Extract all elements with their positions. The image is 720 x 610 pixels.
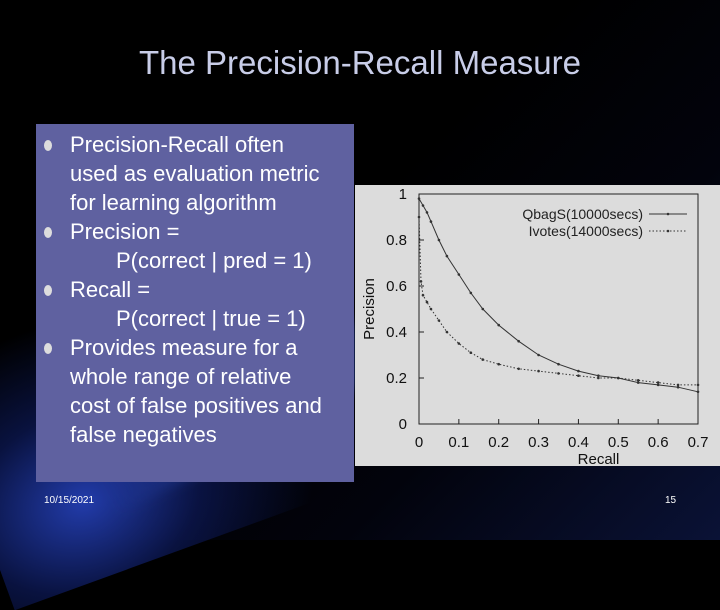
bullet-line: Provides measure for a — [70, 335, 298, 360]
bullet-item: Precision = P(correct | pred = 1) — [36, 217, 354, 275]
series-point — [696, 383, 700, 387]
series-point — [676, 385, 680, 389]
x-tick-label: 0.1 — [448, 434, 469, 451]
y-tick-label: 0.4 — [386, 324, 407, 341]
precision-recall-chart: 0 0.2 0.4 0.6 0.8 1 0 0.1 0.2 0.3 0.4 0.5 0.6 0.7 Reca… — [361, 186, 709, 466]
series-point — [421, 204, 425, 207]
bullet-formula: P(correct | true = 1) — [116, 306, 306, 331]
bullet-line: Precision-Recall often — [70, 132, 284, 157]
series-point — [577, 369, 580, 373]
bullet-line: Precision = — [70, 219, 180, 244]
series-point — [419, 280, 423, 283]
legend-label: Ivotes(14000secs) — [529, 223, 643, 239]
bullet-item: Provides measure for a whole range of rel… — [36, 333, 354, 449]
series-point — [429, 307, 433, 311]
x-tick-label: 0.4 — [568, 434, 589, 451]
legend-marker — [666, 229, 670, 233]
bullet-list: Precision-Recall often used as evaluation… — [36, 130, 354, 449]
series-point — [445, 330, 449, 334]
series-point — [676, 383, 680, 387]
series-point — [616, 376, 620, 380]
series-line — [418, 216, 698, 386]
plot-frame — [418, 193, 699, 425]
series-point — [425, 211, 429, 214]
bullet-item: Recall = P(correct | true = 1) — [36, 275, 354, 333]
series-point — [469, 351, 473, 354]
series-point — [437, 238, 441, 242]
series-point — [445, 254, 449, 258]
x-tick-label: 0.5 — [608, 434, 629, 451]
series-point — [437, 319, 441, 322]
series-point — [469, 291, 473, 295]
legend-marker — [666, 212, 670, 216]
series-point — [417, 215, 421, 219]
y-tick-label: 1 — [399, 186, 407, 203]
bullet-line: cost of false positives and — [70, 393, 322, 418]
series-point — [636, 379, 640, 382]
series-point — [557, 362, 560, 366]
bullet-dot-icon — [44, 343, 52, 354]
x-tick-label: 0.7 — [688, 434, 709, 451]
bullet-item: Precision-Recall often used as evaluation… — [36, 130, 354, 217]
bullet-line: for learning algorithm — [70, 190, 277, 215]
bullet-text-box — [36, 124, 354, 482]
series-point — [537, 353, 540, 357]
series-point — [497, 323, 501, 327]
x-axis-label: Recall — [578, 451, 620, 466]
series-point — [429, 220, 433, 223]
y-tick-label: 0.8 — [386, 232, 407, 249]
bullet-line: whole range of relative — [70, 364, 292, 389]
series-point — [481, 358, 485, 361]
series-point — [497, 362, 501, 366]
series-point — [656, 383, 660, 387]
series-point — [417, 197, 421, 200]
series-point — [425, 300, 429, 304]
series-point — [517, 367, 520, 371]
series-point — [517, 339, 520, 343]
bullet-dot-icon — [44, 140, 52, 151]
bullet-dot-icon — [44, 285, 52, 296]
y-tick-label: 0.2 — [386, 370, 407, 387]
series-point — [597, 376, 600, 380]
series-point — [557, 372, 560, 375]
bullet-line: used as evaluation metric — [70, 161, 320, 186]
slide-title: The Precision-Recall Measure — [138, 44, 581, 81]
legend-label: QbagS(10000secs) — [522, 206, 643, 222]
series-point — [457, 273, 461, 276]
chart-panel — [355, 185, 720, 466]
series-point — [537, 369, 540, 373]
y-tick-label: 0 — [399, 416, 407, 433]
footer-date: 10/15/2021 — [44, 495, 95, 506]
series-point — [696, 390, 700, 394]
bullet-formula: P(correct | pred = 1) — [116, 248, 312, 273]
x-tick-label: 0.6 — [648, 434, 669, 451]
series-point — [457, 342, 461, 345]
slide-number: 15 — [665, 495, 677, 506]
series-point — [577, 374, 580, 377]
series-line — [418, 198, 699, 393]
bullet-line: false negatives — [70, 422, 217, 447]
y-tick-label: 0.6 — [386, 278, 407, 295]
series-point — [597, 374, 600, 377]
series-point — [636, 381, 640, 384]
x-tick-label: 0.3 — [528, 434, 549, 451]
series-point — [656, 381, 660, 384]
x-tick-label: 0.2 — [488, 434, 509, 451]
series-point — [481, 307, 485, 311]
series-point — [421, 293, 425, 297]
y-axis-label: Precision — [361, 278, 378, 340]
bullet-dot-icon — [44, 227, 52, 238]
bullet-line: Recall = — [70, 277, 151, 302]
x-tick-label: 0 — [415, 434, 423, 451]
